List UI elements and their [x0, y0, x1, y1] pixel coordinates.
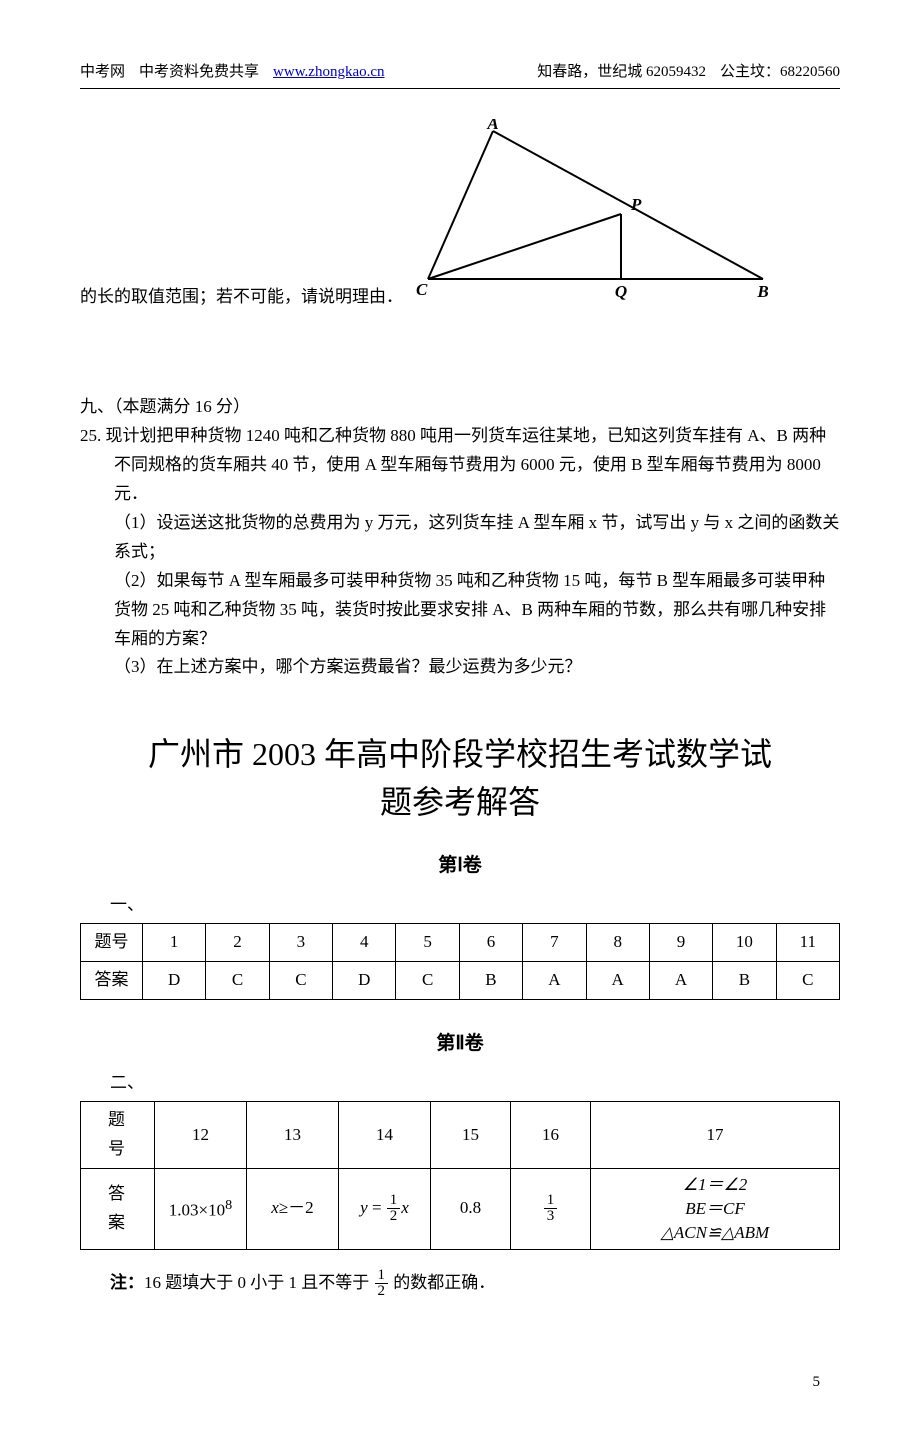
answer-table-1: 题号1234567891011 答案DCCDCBAAABC	[80, 923, 840, 1000]
t1-num: 4	[333, 924, 396, 962]
t2-ans-15: 0.8	[431, 1169, 511, 1249]
t1-rowhd-ans: 答案	[81, 962, 143, 1000]
t1-num: 9	[649, 924, 712, 962]
t2-rowhd-num: 题 号	[81, 1102, 155, 1169]
t1-ans: A	[523, 962, 586, 1000]
t1-num: 7	[523, 924, 586, 962]
t1-num: 11	[776, 924, 839, 962]
svg-text:A: A	[486, 119, 498, 133]
t2-num: 15	[431, 1102, 511, 1169]
t1-ans: D	[333, 962, 396, 1000]
t1-rowhd-num: 题号	[81, 924, 143, 962]
section-2-label: 二、	[110, 1069, 840, 1098]
svg-text:B: B	[756, 282, 768, 301]
header-contact1: 知春路，世纪城 62059432	[537, 60, 706, 86]
t2-rowhd-ans: 答 案	[81, 1169, 155, 1249]
t2-num: 12	[155, 1102, 247, 1169]
t1-ans: C	[206, 962, 269, 1000]
svg-text:Q: Q	[615, 282, 627, 301]
svg-text:P: P	[630, 195, 642, 214]
t1-ans: C	[776, 962, 839, 1000]
q25-sub3: （3）在上述方案中，哪个方案运费最省？最少运费为多少元？	[114, 653, 840, 682]
t1-ans: A	[649, 962, 712, 1000]
q25-main: 25. 现计划把甲种货物 1240 吨和乙种货物 880 吨用一列货车运往某地，…	[114, 422, 840, 509]
page-number: 5	[80, 1370, 840, 1396]
geom-figure: A C Q B P	[403, 119, 783, 314]
question-25: 25. 现计划把甲种货物 1240 吨和乙种货物 880 吨用一列货车运往某地，…	[80, 422, 840, 682]
t1-ans: C	[269, 962, 332, 1000]
geom-tail-text: 的长的取值范围；若不可能，请说明理由．	[80, 283, 403, 314]
answer-table-2: 题 号121314151617 答 案 1.03×108 x≥－2 y = 12…	[80, 1101, 840, 1249]
t1-num: 5	[396, 924, 459, 962]
t2-num: 14	[339, 1102, 431, 1169]
juan-1-heading: 第Ⅰ卷	[80, 850, 840, 882]
t1-num: 10	[713, 924, 776, 962]
t1-ans: B	[713, 962, 776, 1000]
juan-2-heading: 第Ⅱ卷	[80, 1028, 840, 1060]
q25-sub2: （2）如果每节 A 型车厢最多可装甲种货物 35 吨和乙种货物 15 吨，每节 …	[114, 567, 840, 654]
t1-ans: A	[586, 962, 649, 1000]
svg-text:C: C	[416, 280, 428, 299]
geometry-row: 的长的取值范围；若不可能，请说明理由． A C Q B P	[80, 119, 840, 314]
t1-num: 6	[459, 924, 522, 962]
section-9-heading: 九、（本题满分 16 分）	[80, 393, 840, 422]
q25-sub1: （1）设运送这批货物的总费用为 y 万元，这列货车挂 A 型车厢 x 节，试写出…	[114, 509, 840, 567]
t2-ans-12: 1.03×108	[155, 1169, 247, 1249]
answer-title: 广州市 2003 年高中阶段学校招生考试数学试题参考解答	[140, 730, 780, 826]
t2-num: 16	[511, 1102, 591, 1169]
t1-ans: D	[143, 962, 206, 1000]
t2-ans-17: ∠1＝∠2 BE＝CF △ACN≌△ABM	[591, 1169, 840, 1249]
header-share: 中考资料免费共享	[139, 60, 259, 86]
t2-ans-16: 13	[511, 1169, 591, 1249]
section-1-label: 一、	[110, 891, 840, 920]
t2-ans-14: y = 12x	[339, 1169, 431, 1249]
header-link[interactable]: www.zhongkao.cn	[273, 60, 385, 86]
t1-num: 1	[143, 924, 206, 962]
header-site: 中考网	[80, 60, 125, 86]
t1-num: 8	[586, 924, 649, 962]
header-contact2: 公主坟：68220560	[720, 60, 840, 86]
page-header: 中考网 中考资料免费共享 www.zhongkao.cn 知春路，世纪城 620…	[80, 60, 840, 89]
note: 注：16 题填大于 0 小于 1 且不等于 12 的数都正确．	[110, 1268, 840, 1301]
t1-ans: B	[459, 962, 522, 1000]
t1-ans: C	[396, 962, 459, 1000]
t2-num: 17	[591, 1102, 840, 1169]
t2-num: 13	[247, 1102, 339, 1169]
t2-ans-13: x≥－2	[247, 1169, 339, 1249]
t1-num: 2	[206, 924, 269, 962]
t1-num: 3	[269, 924, 332, 962]
